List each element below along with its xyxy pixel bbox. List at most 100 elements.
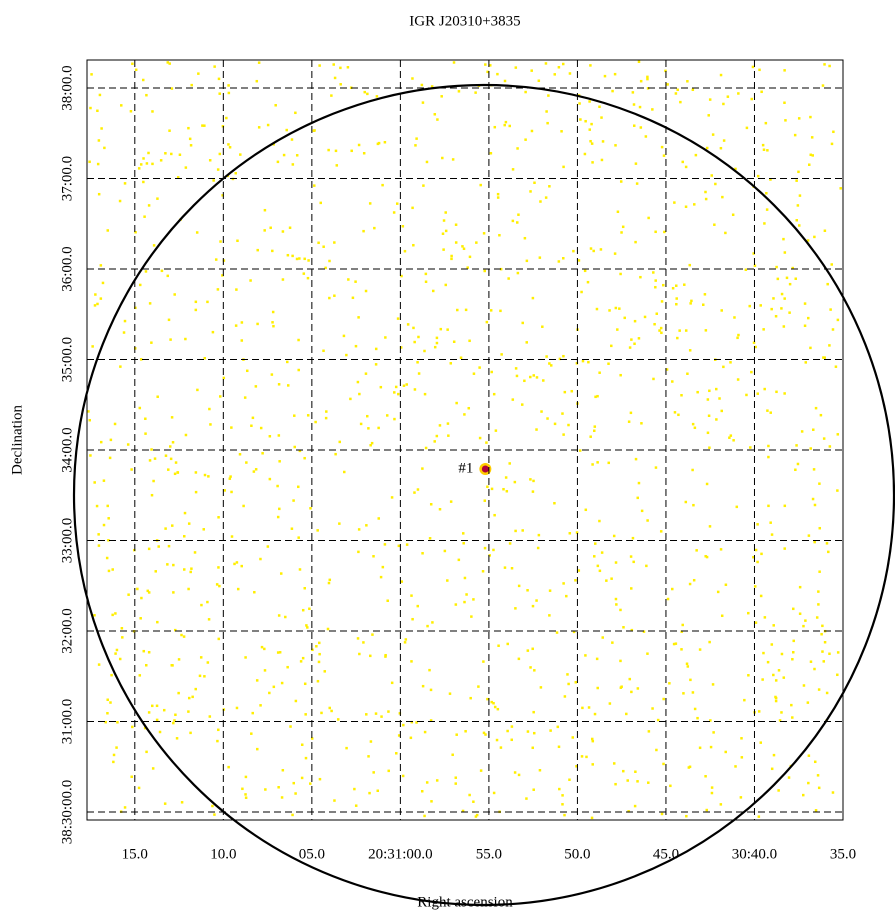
photon-event — [584, 153, 587, 156]
photon-event — [397, 317, 400, 320]
photon-event — [386, 414, 389, 417]
photon-event — [440, 328, 443, 331]
x-tick-label: 50.0 — [564, 846, 590, 862]
photon-event — [145, 94, 148, 97]
photon-event — [322, 350, 325, 353]
photon-event — [303, 457, 306, 460]
photon-event — [798, 224, 801, 227]
photon-event — [307, 277, 310, 280]
photon-event — [391, 682, 394, 685]
photon-event — [469, 697, 472, 700]
photon-event — [164, 152, 167, 155]
photon-event — [245, 776, 248, 779]
photon-event — [614, 144, 617, 147]
photon-event — [638, 337, 641, 340]
photon-event — [293, 446, 296, 449]
photon-event — [150, 341, 153, 344]
photon-event — [760, 595, 763, 598]
photon-event — [124, 182, 127, 185]
photon-event — [314, 421, 317, 424]
photon-event — [832, 131, 835, 134]
photon-event — [560, 130, 563, 133]
photon-event — [535, 599, 538, 602]
photon-event — [297, 536, 300, 539]
photon-event — [167, 61, 170, 64]
photon-event — [297, 369, 300, 372]
photon-event — [328, 297, 331, 300]
photon-event — [476, 814, 479, 817]
photon-event — [430, 800, 433, 803]
photon-event — [148, 548, 151, 551]
photon-event — [187, 588, 190, 591]
photon-event — [777, 278, 780, 281]
photon-event — [581, 707, 584, 710]
photon-event — [763, 148, 766, 151]
photon-event — [131, 63, 134, 66]
photon-event — [187, 710, 190, 713]
photon-event — [686, 663, 689, 666]
photon-event — [371, 633, 374, 636]
photon-event — [685, 206, 688, 209]
photon-event — [799, 194, 802, 197]
photon-event — [268, 692, 271, 695]
photon-event — [663, 154, 666, 157]
photon-event — [561, 794, 564, 797]
photon-event — [549, 729, 552, 732]
photon-event — [761, 678, 764, 681]
photon-event — [493, 393, 496, 396]
photon-event — [384, 141, 387, 144]
photon-event — [822, 84, 825, 87]
photon-event — [596, 308, 599, 311]
photon-event — [836, 489, 839, 492]
photon-event — [218, 638, 221, 641]
photon-event — [497, 193, 500, 196]
photon-event — [365, 524, 368, 527]
photon-event — [375, 712, 378, 715]
photon-event — [689, 679, 692, 682]
photon-event — [468, 794, 471, 797]
photon-event — [569, 532, 572, 535]
photon-event — [545, 110, 548, 113]
photon-event — [644, 316, 647, 319]
photon-event — [777, 789, 780, 792]
photon-event — [479, 184, 482, 187]
photon-event — [98, 193, 101, 196]
photon-event — [750, 371, 753, 374]
photon-event — [116, 721, 119, 724]
photon-event — [484, 733, 487, 736]
photon-event — [702, 303, 705, 306]
photon-event — [634, 770, 637, 773]
photon-event — [722, 103, 725, 106]
photon-event — [620, 180, 623, 183]
photon-event — [622, 226, 625, 229]
photon-event — [367, 427, 370, 430]
photon-event — [792, 640, 795, 643]
photon-event — [766, 149, 769, 152]
photon-event — [100, 264, 103, 267]
photon-event — [277, 786, 280, 789]
photon-event — [808, 754, 811, 757]
photon-event — [108, 570, 111, 573]
photon-event — [168, 319, 171, 322]
photon-event — [397, 393, 400, 396]
photon-event — [591, 817, 594, 820]
photon-event — [511, 567, 514, 570]
photon-event — [514, 481, 517, 484]
photon-event — [752, 66, 755, 69]
photon-event — [618, 307, 621, 310]
photon-event — [147, 152, 150, 155]
photon-event — [184, 512, 187, 515]
photon-event — [196, 231, 199, 234]
photon-event — [451, 754, 454, 757]
photon-event — [318, 64, 321, 67]
photon-event — [239, 153, 242, 156]
photon-event — [774, 696, 777, 699]
photon-event — [692, 423, 695, 426]
photon-event — [745, 394, 748, 397]
photon-event — [506, 643, 509, 646]
photon-event — [172, 564, 175, 567]
photon-event — [640, 422, 643, 425]
photon-event — [694, 708, 697, 711]
photon-event — [274, 104, 277, 107]
photon-event — [281, 796, 284, 799]
